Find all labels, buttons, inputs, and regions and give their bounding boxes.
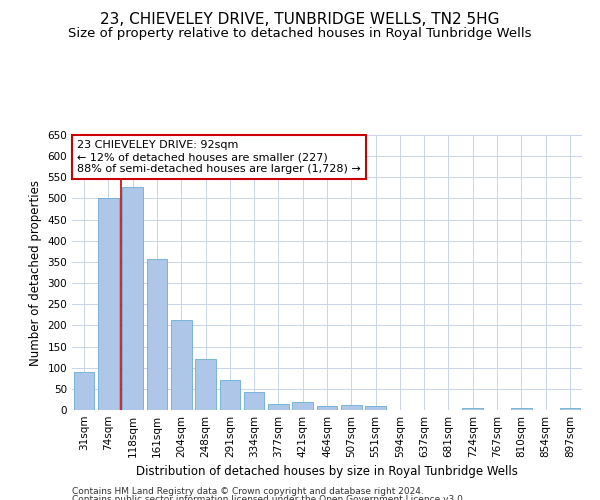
Bar (244, 392, 265, 410)
Bar (463, 408, 483, 410)
Bar (98, 198, 119, 410)
Text: 23, CHIEVELEY DRIVE, TUNBRIDGE WELLS, TN2 5HG: 23, CHIEVELEY DRIVE, TUNBRIDGE WELLS, TN… (100, 12, 500, 28)
Text: Contains HM Land Registry data © Crown copyright and database right 2024.: Contains HM Land Registry data © Crown c… (72, 488, 424, 496)
Bar (341, 406, 362, 410)
Bar (511, 408, 532, 410)
Bar (268, 404, 289, 410)
Bar (171, 320, 191, 410)
Bar (317, 406, 337, 410)
X-axis label: Distribution of detached houses by size in Royal Tunbridge Wells: Distribution of detached houses by size … (136, 466, 518, 478)
Bar (146, 258, 167, 410)
Text: 23 CHIEVELEY DRIVE: 92sqm
← 12% of detached houses are smaller (227)
88% of semi: 23 CHIEVELEY DRIVE: 92sqm ← 12% of detac… (77, 140, 361, 173)
Text: Size of property relative to detached houses in Royal Tunbridge Wells: Size of property relative to detached ho… (68, 28, 532, 40)
Bar (292, 402, 313, 410)
Bar (560, 408, 580, 410)
Y-axis label: Number of detached properties: Number of detached properties (29, 180, 42, 366)
Bar (122, 187, 143, 410)
Bar (365, 406, 386, 410)
Bar (220, 380, 240, 410)
Text: Contains public sector information licensed under the Open Government Licence v3: Contains public sector information licen… (72, 495, 466, 500)
Bar (195, 359, 216, 410)
Bar (74, 372, 94, 410)
